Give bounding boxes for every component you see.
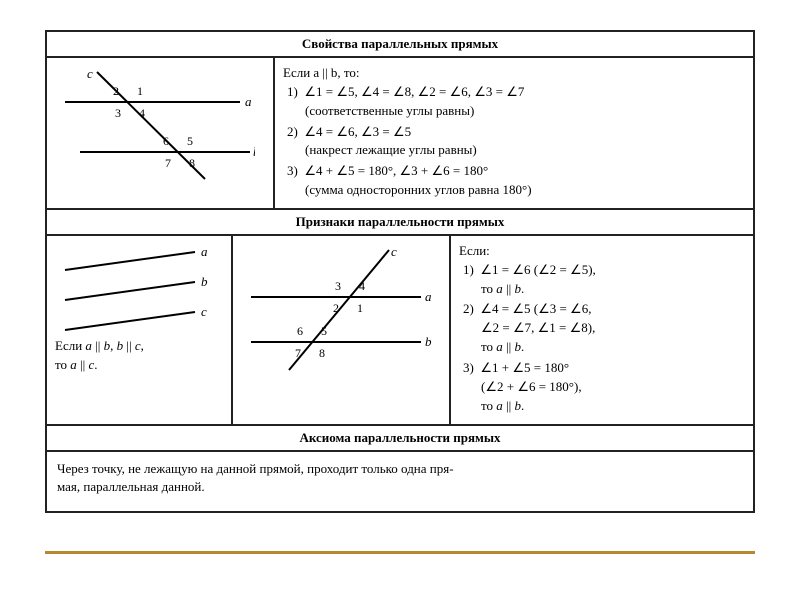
svg-text:1: 1	[137, 84, 143, 98]
section1-list: 1) ∠1 = ∠5, ∠4 = ∠8, ∠2 = ∠6, ∠3 = ∠7(со…	[283, 83, 745, 200]
footer-accent-line	[45, 551, 755, 554]
svg-text:2: 2	[113, 84, 119, 98]
svg-text:4: 4	[139, 106, 145, 120]
section2-list: 1) ∠1 = ∠6 (∠2 = ∠5), то a || b. 2) ∠4 =…	[459, 261, 745, 416]
reference-table: Свойства параллельных прямых a b c 2 1	[45, 30, 755, 513]
svg-text:b: b	[201, 274, 208, 289]
section1-text-cell: Если a || b, то: 1) ∠1 = ∠5, ∠4 = ∠8, ∠2…	[275, 58, 753, 208]
svg-text:c: c	[201, 304, 207, 319]
svg-text:a: a	[245, 94, 252, 109]
svg-text:1: 1	[357, 301, 363, 315]
svg-text:a: a	[425, 289, 432, 304]
svg-text:7: 7	[165, 156, 171, 170]
svg-text:c: c	[87, 66, 93, 81]
svg-text:b: b	[253, 144, 255, 159]
section3-body: Через точку, не лежащую на данной прямой…	[47, 452, 753, 512]
svg-text:2: 2	[333, 301, 339, 315]
svg-text:a: a	[201, 244, 208, 259]
svg-text:3: 3	[115, 106, 121, 120]
section1-premise: Если a || b, то:	[283, 64, 745, 83]
parallel-lines-diagram-2: a b c 3 4 2 1 6 5 7 8	[241, 242, 436, 377]
svg-text:5: 5	[187, 134, 193, 148]
section2-right-cell: Если: 1) ∠1 = ∠6 (∠2 = ∠5), то a || b. 2…	[451, 236, 753, 424]
svg-text:5: 5	[321, 324, 327, 338]
section1-diagram-cell: a b c 2 1 3 4 6 5 7 8	[47, 58, 275, 208]
section2-left-caption: Если a || b, b || c, то a || c.	[55, 337, 223, 375]
section1-content: a b c 2 1 3 4 6 5 7 8	[47, 58, 753, 210]
svg-text:4: 4	[359, 279, 365, 293]
section2-premise: Если:	[459, 242, 745, 261]
three-parallel-lines-diagram: a b c	[55, 242, 215, 337]
svg-text:c: c	[391, 244, 397, 259]
section2-content: a b c Если a || b, b || c, то a || c. a …	[47, 236, 753, 426]
section1-title: Свойства параллельных прямых	[47, 32, 753, 58]
svg-text:6: 6	[297, 324, 303, 338]
section2-title: Признаки параллельности прямых	[47, 210, 753, 236]
parallel-lines-diagram-1: a b c 2 1 3 4 6 5 7 8	[55, 64, 255, 184]
svg-text:8: 8	[319, 346, 325, 360]
svg-text:3: 3	[335, 279, 341, 293]
svg-text:7: 7	[295, 346, 301, 360]
section2-left-cell: a b c Если a || b, b || c, то a || c.	[47, 236, 233, 424]
section2-mid-cell: a b c 3 4 2 1 6 5 7 8	[233, 236, 451, 424]
svg-text:8: 8	[189, 156, 195, 170]
svg-text:6: 6	[163, 134, 169, 148]
svg-text:b: b	[425, 334, 432, 349]
section3-title: Аксиома параллельности прямых	[47, 426, 753, 452]
